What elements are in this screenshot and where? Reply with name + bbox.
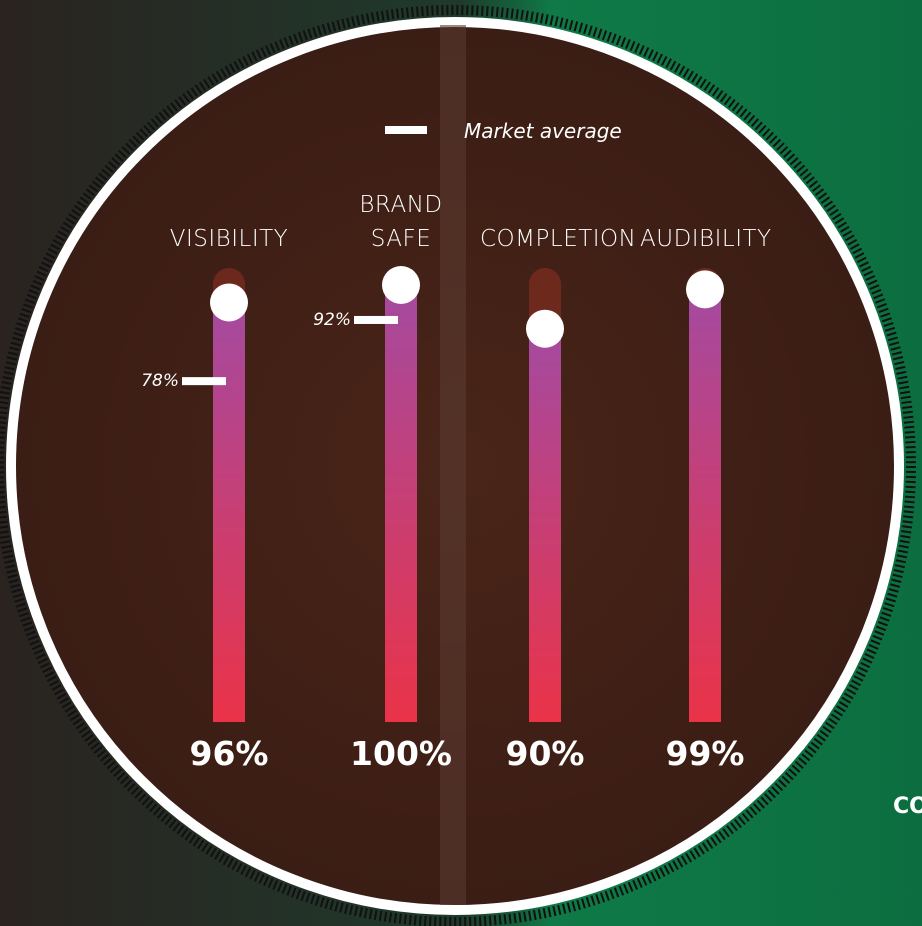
bar-cap xyxy=(526,310,564,348)
bar xyxy=(689,289,721,722)
legend-label: Market average xyxy=(464,119,622,143)
value-label: 99% xyxy=(666,734,745,773)
court-line xyxy=(440,25,466,905)
category-label: BRAND SAFE xyxy=(336,188,466,256)
category-label: AUDIBILITY xyxy=(640,222,770,256)
market-average-marker xyxy=(182,377,226,385)
bar-cap xyxy=(382,266,420,304)
bar xyxy=(213,302,245,722)
bar-cap xyxy=(686,270,724,308)
chart xyxy=(0,0,922,926)
bar-cap xyxy=(210,283,248,321)
value-label: 100% xyxy=(350,734,452,773)
market-average-label: 92% xyxy=(313,310,351,330)
market-average-marker xyxy=(354,316,398,324)
infographic: Market average CO VISIBILITY 96% 78% BRAND … xyxy=(0,0,922,926)
value-label: 90% xyxy=(506,734,585,773)
value-label: 96% xyxy=(190,734,269,773)
legend-swatch xyxy=(385,126,427,134)
category-label: VISIBILITY xyxy=(170,222,288,256)
bar xyxy=(529,329,561,722)
market-average-label: 78% xyxy=(141,371,179,391)
bar xyxy=(385,285,417,722)
category-label: COMPLETION xyxy=(480,222,610,256)
annotation: CO xyxy=(893,794,922,819)
